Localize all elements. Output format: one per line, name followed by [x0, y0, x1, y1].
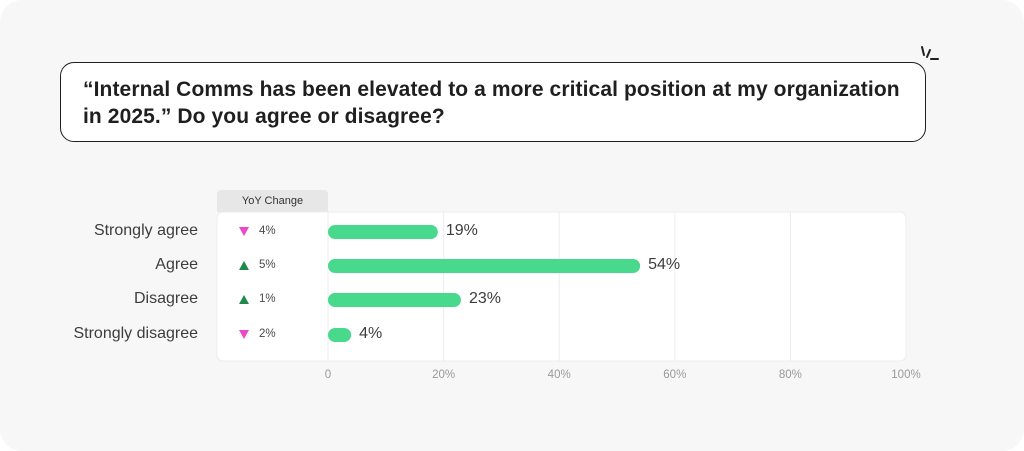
question-line-2: in 2025.” Do you agree or disagree?	[83, 105, 445, 128]
x-tick-label: 60%	[663, 369, 687, 381]
yoy-change-value: 5%	[259, 259, 276, 271]
triangle-up-icon	[239, 294, 249, 304]
value-label: 4%	[359, 325, 383, 342]
yoy-change: 5%	[239, 259, 276, 271]
category-label: Disagree	[133, 290, 198, 307]
yoy-change: 1%	[239, 293, 276, 305]
x-tick-label: 80%	[778, 369, 802, 381]
x-tick-label: 100%	[891, 369, 921, 381]
bar	[328, 225, 438, 239]
x-tick-label: 20%	[432, 369, 456, 381]
sparkle-decoration-icon	[921, 46, 939, 60]
x-tick-label: 0	[324, 369, 332, 381]
yoy-change-header: YoY Change	[217, 190, 328, 212]
yoy-change-value: 4%	[259, 225, 276, 237]
value-label: 54%	[648, 256, 681, 273]
value-label: 23%	[468, 290, 501, 307]
category-label: Strongly disagree	[73, 325, 198, 342]
question-line-1: “Internal Comms has been elevated to a m…	[83, 78, 900, 101]
category-label: Strongly agree	[93, 222, 198, 239]
bar	[328, 293, 461, 307]
question-box: “Internal Comms has been elevated to a m…	[60, 62, 926, 142]
triangle-down-icon	[239, 226, 249, 236]
value-label: 19%	[445, 222, 478, 239]
plot-area	[216, 211, 907, 362]
x-tick-label: 40%	[547, 369, 571, 381]
bar	[328, 259, 641, 273]
yoy-change-value: 2%	[259, 328, 276, 340]
yoy-change: 2%	[239, 328, 276, 340]
triangle-down-icon	[239, 329, 249, 339]
bar	[328, 328, 352, 342]
category-label: Agree	[155, 256, 198, 273]
triangle-up-icon	[239, 260, 249, 270]
yoy-change-value: 1%	[259, 293, 276, 305]
yoy-change: 4%	[239, 225, 276, 237]
